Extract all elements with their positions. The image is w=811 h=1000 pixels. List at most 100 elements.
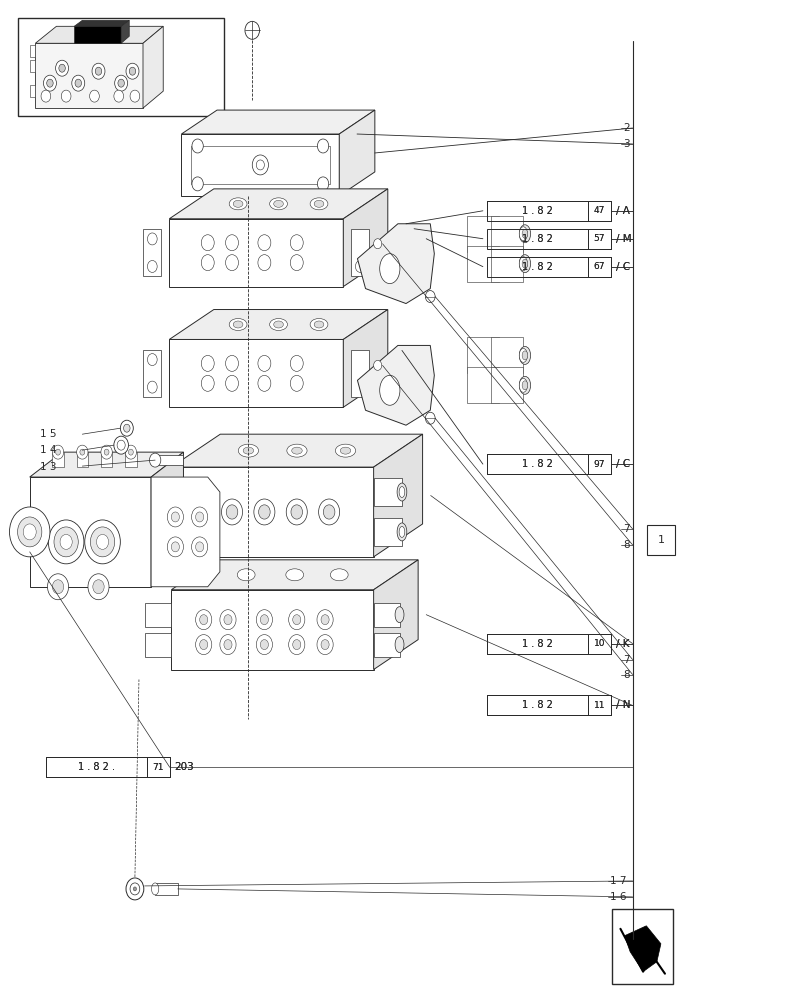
Circle shape <box>126 878 144 900</box>
Text: 1 . 8 2: 1 . 8 2 <box>521 639 552 649</box>
Ellipse shape <box>495 227 503 241</box>
Polygon shape <box>181 134 339 196</box>
Bar <box>76 452 88 467</box>
Ellipse shape <box>519 255 530 273</box>
Circle shape <box>133 887 136 891</box>
Circle shape <box>44 75 56 91</box>
Polygon shape <box>74 20 129 26</box>
Bar <box>487 634 587 654</box>
Circle shape <box>120 420 133 436</box>
Text: 47: 47 <box>593 206 604 215</box>
Text: 203: 203 <box>174 762 194 772</box>
Circle shape <box>104 449 109 455</box>
Circle shape <box>290 355 303 371</box>
Circle shape <box>24 524 36 540</box>
Polygon shape <box>143 518 171 546</box>
Ellipse shape <box>229 198 247 210</box>
Circle shape <box>226 505 238 519</box>
Circle shape <box>89 90 99 102</box>
Bar <box>46 757 147 777</box>
Bar <box>587 257 610 277</box>
Bar <box>155 883 178 895</box>
Text: 71: 71 <box>152 763 164 772</box>
Ellipse shape <box>138 483 148 501</box>
Ellipse shape <box>495 255 506 273</box>
Bar <box>52 452 63 467</box>
Circle shape <box>123 424 130 432</box>
Circle shape <box>76 445 88 459</box>
Bar <box>487 229 587 249</box>
Bar <box>587 229 610 249</box>
Polygon shape <box>169 339 343 407</box>
Bar <box>587 229 610 249</box>
Circle shape <box>61 90 71 102</box>
Text: 1 . 8 2 .: 1 . 8 2 . <box>78 762 115 772</box>
Circle shape <box>290 255 303 271</box>
Polygon shape <box>36 43 143 108</box>
Ellipse shape <box>285 569 303 581</box>
Text: 11: 11 <box>593 701 604 710</box>
Circle shape <box>148 354 157 366</box>
Ellipse shape <box>242 447 253 454</box>
Text: 203: 203 <box>174 762 194 772</box>
Text: 67: 67 <box>593 262 604 271</box>
Circle shape <box>79 449 84 455</box>
Circle shape <box>224 640 232 650</box>
Ellipse shape <box>291 447 302 454</box>
Circle shape <box>58 64 65 72</box>
Bar <box>487 257 587 277</box>
Ellipse shape <box>314 321 324 328</box>
Text: 1 . 8 2: 1 . 8 2 <box>521 459 552 469</box>
Polygon shape <box>491 216 523 252</box>
Polygon shape <box>373 478 401 506</box>
Circle shape <box>256 635 272 655</box>
Polygon shape <box>373 434 422 557</box>
Circle shape <box>252 155 268 175</box>
Circle shape <box>10 507 50 557</box>
Text: 57: 57 <box>593 234 604 243</box>
Text: 1 . 8 2: 1 . 8 2 <box>521 639 552 649</box>
Polygon shape <box>357 224 434 304</box>
Text: / N: / N <box>615 700 629 710</box>
Circle shape <box>171 542 179 552</box>
Ellipse shape <box>395 637 404 653</box>
Text: 1 . 8 2: 1 . 8 2 <box>521 459 552 469</box>
Circle shape <box>117 440 125 450</box>
Text: 57: 57 <box>593 234 604 243</box>
Polygon shape <box>145 633 171 657</box>
Circle shape <box>48 574 68 600</box>
Circle shape <box>195 610 212 630</box>
Bar <box>487 454 587 474</box>
Circle shape <box>292 640 300 650</box>
Bar <box>487 695 587 715</box>
Ellipse shape <box>138 523 148 541</box>
Polygon shape <box>491 337 523 373</box>
Text: / M: / M <box>615 234 630 244</box>
Polygon shape <box>373 560 418 670</box>
Bar <box>191 146 329 184</box>
Text: 1 4: 1 4 <box>41 445 57 455</box>
Ellipse shape <box>340 447 350 454</box>
Circle shape <box>129 67 135 75</box>
Circle shape <box>114 90 123 102</box>
Bar <box>125 452 136 467</box>
Text: 1 . 8 2: 1 . 8 2 <box>521 234 552 244</box>
Ellipse shape <box>380 375 400 405</box>
Circle shape <box>126 63 139 79</box>
Text: / K: / K <box>615 639 629 649</box>
Text: / A: / A <box>615 206 629 216</box>
Ellipse shape <box>314 200 324 207</box>
Polygon shape <box>151 477 220 587</box>
Ellipse shape <box>497 351 503 360</box>
Ellipse shape <box>521 259 527 268</box>
Ellipse shape <box>395 607 404 623</box>
Polygon shape <box>143 26 163 108</box>
Circle shape <box>225 255 238 271</box>
Circle shape <box>193 499 214 525</box>
Text: 10: 10 <box>593 639 604 648</box>
Circle shape <box>75 79 81 87</box>
Bar <box>351 350 369 397</box>
Circle shape <box>195 635 212 655</box>
Circle shape <box>130 90 139 102</box>
Polygon shape <box>36 26 163 43</box>
